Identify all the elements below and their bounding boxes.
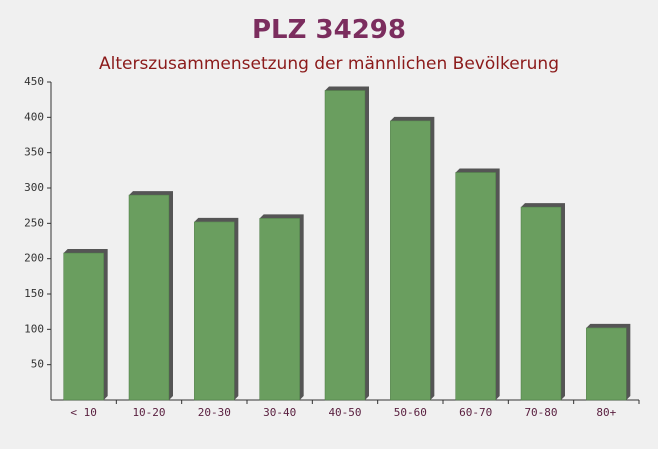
bar (63, 252, 104, 401)
chart-title: PLZ 34298 (252, 15, 406, 45)
y-tick-label: 450 (24, 75, 44, 88)
x-tick-label: 60-70 (459, 406, 492, 419)
y-tick-label: 150 (24, 287, 44, 300)
chart-subtitle: Alterszusammensetzung der männlichen Bev… (99, 54, 559, 74)
x-tick-label: 10-20 (132, 406, 165, 419)
bar (194, 221, 235, 401)
y-tick-label: 300 (24, 181, 44, 194)
x-tick-label: < 10 (70, 406, 97, 419)
y-tick-label: 50 (31, 358, 44, 371)
bar (455, 172, 496, 401)
x-tick-label: 50-60 (394, 406, 427, 419)
y-tick-label: 350 (24, 146, 44, 159)
x-tick-label: 20-30 (198, 406, 231, 419)
y-tick-label: 100 (24, 322, 44, 335)
y-tick-label: 400 (24, 110, 44, 123)
bar (520, 206, 562, 401)
x-tick-label: 80+ (596, 406, 616, 419)
bar (324, 90, 366, 401)
bar (259, 218, 300, 401)
y-tick-label: 250 (24, 216, 44, 229)
bar (128, 194, 170, 401)
bar (586, 327, 627, 401)
y-tick-label: 200 (24, 252, 44, 265)
bar (390, 120, 431, 401)
x-tick-label: 30-40 (263, 406, 296, 419)
x-tick-label: 70-80 (524, 406, 557, 419)
x-tick-label: 40-50 (328, 406, 361, 419)
